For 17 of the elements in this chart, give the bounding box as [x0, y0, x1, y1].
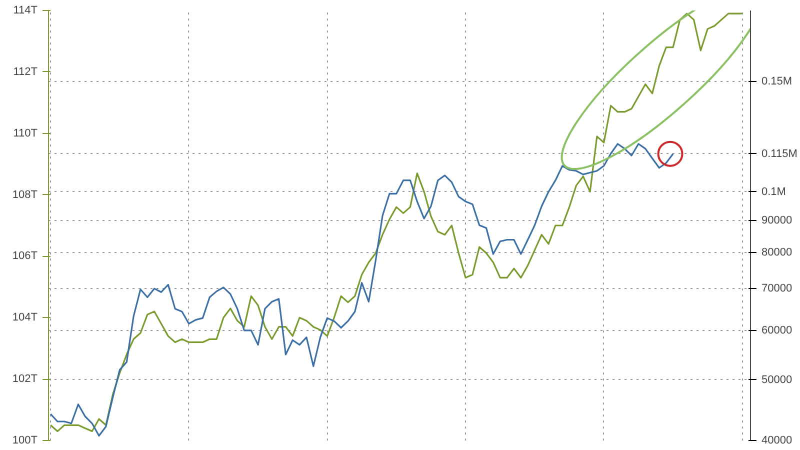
- y-tick-label: 110T: [13, 127, 38, 140]
- y2-tick-label: 90000: [762, 214, 792, 226]
- y-tick-label: 102T: [12, 373, 38, 386]
- y-tick-label: 112T: [13, 66, 38, 78]
- y-tick-label: 108T: [12, 188, 38, 201]
- y2-tick-label: 60000: [762, 324, 792, 336]
- y-tick-label: 104T: [12, 312, 38, 324]
- y2-tick-label: 0.15M: [762, 76, 792, 88]
- y-tick-label: 114T: [13, 4, 38, 16]
- y2-tick-label: 40000: [762, 434, 792, 446]
- y-tick-label: 106T: [12, 250, 38, 262]
- y-tick-label: 100T: [12, 434, 38, 446]
- y2-tick-label: 0.115M: [762, 148, 798, 160]
- y2-tick-label: 50000: [762, 374, 792, 386]
- y2-tick-label: 70000: [762, 282, 792, 295]
- y2-tick-label: 80000: [762, 246, 792, 258]
- y2-tick-label: 0.1M: [762, 186, 786, 198]
